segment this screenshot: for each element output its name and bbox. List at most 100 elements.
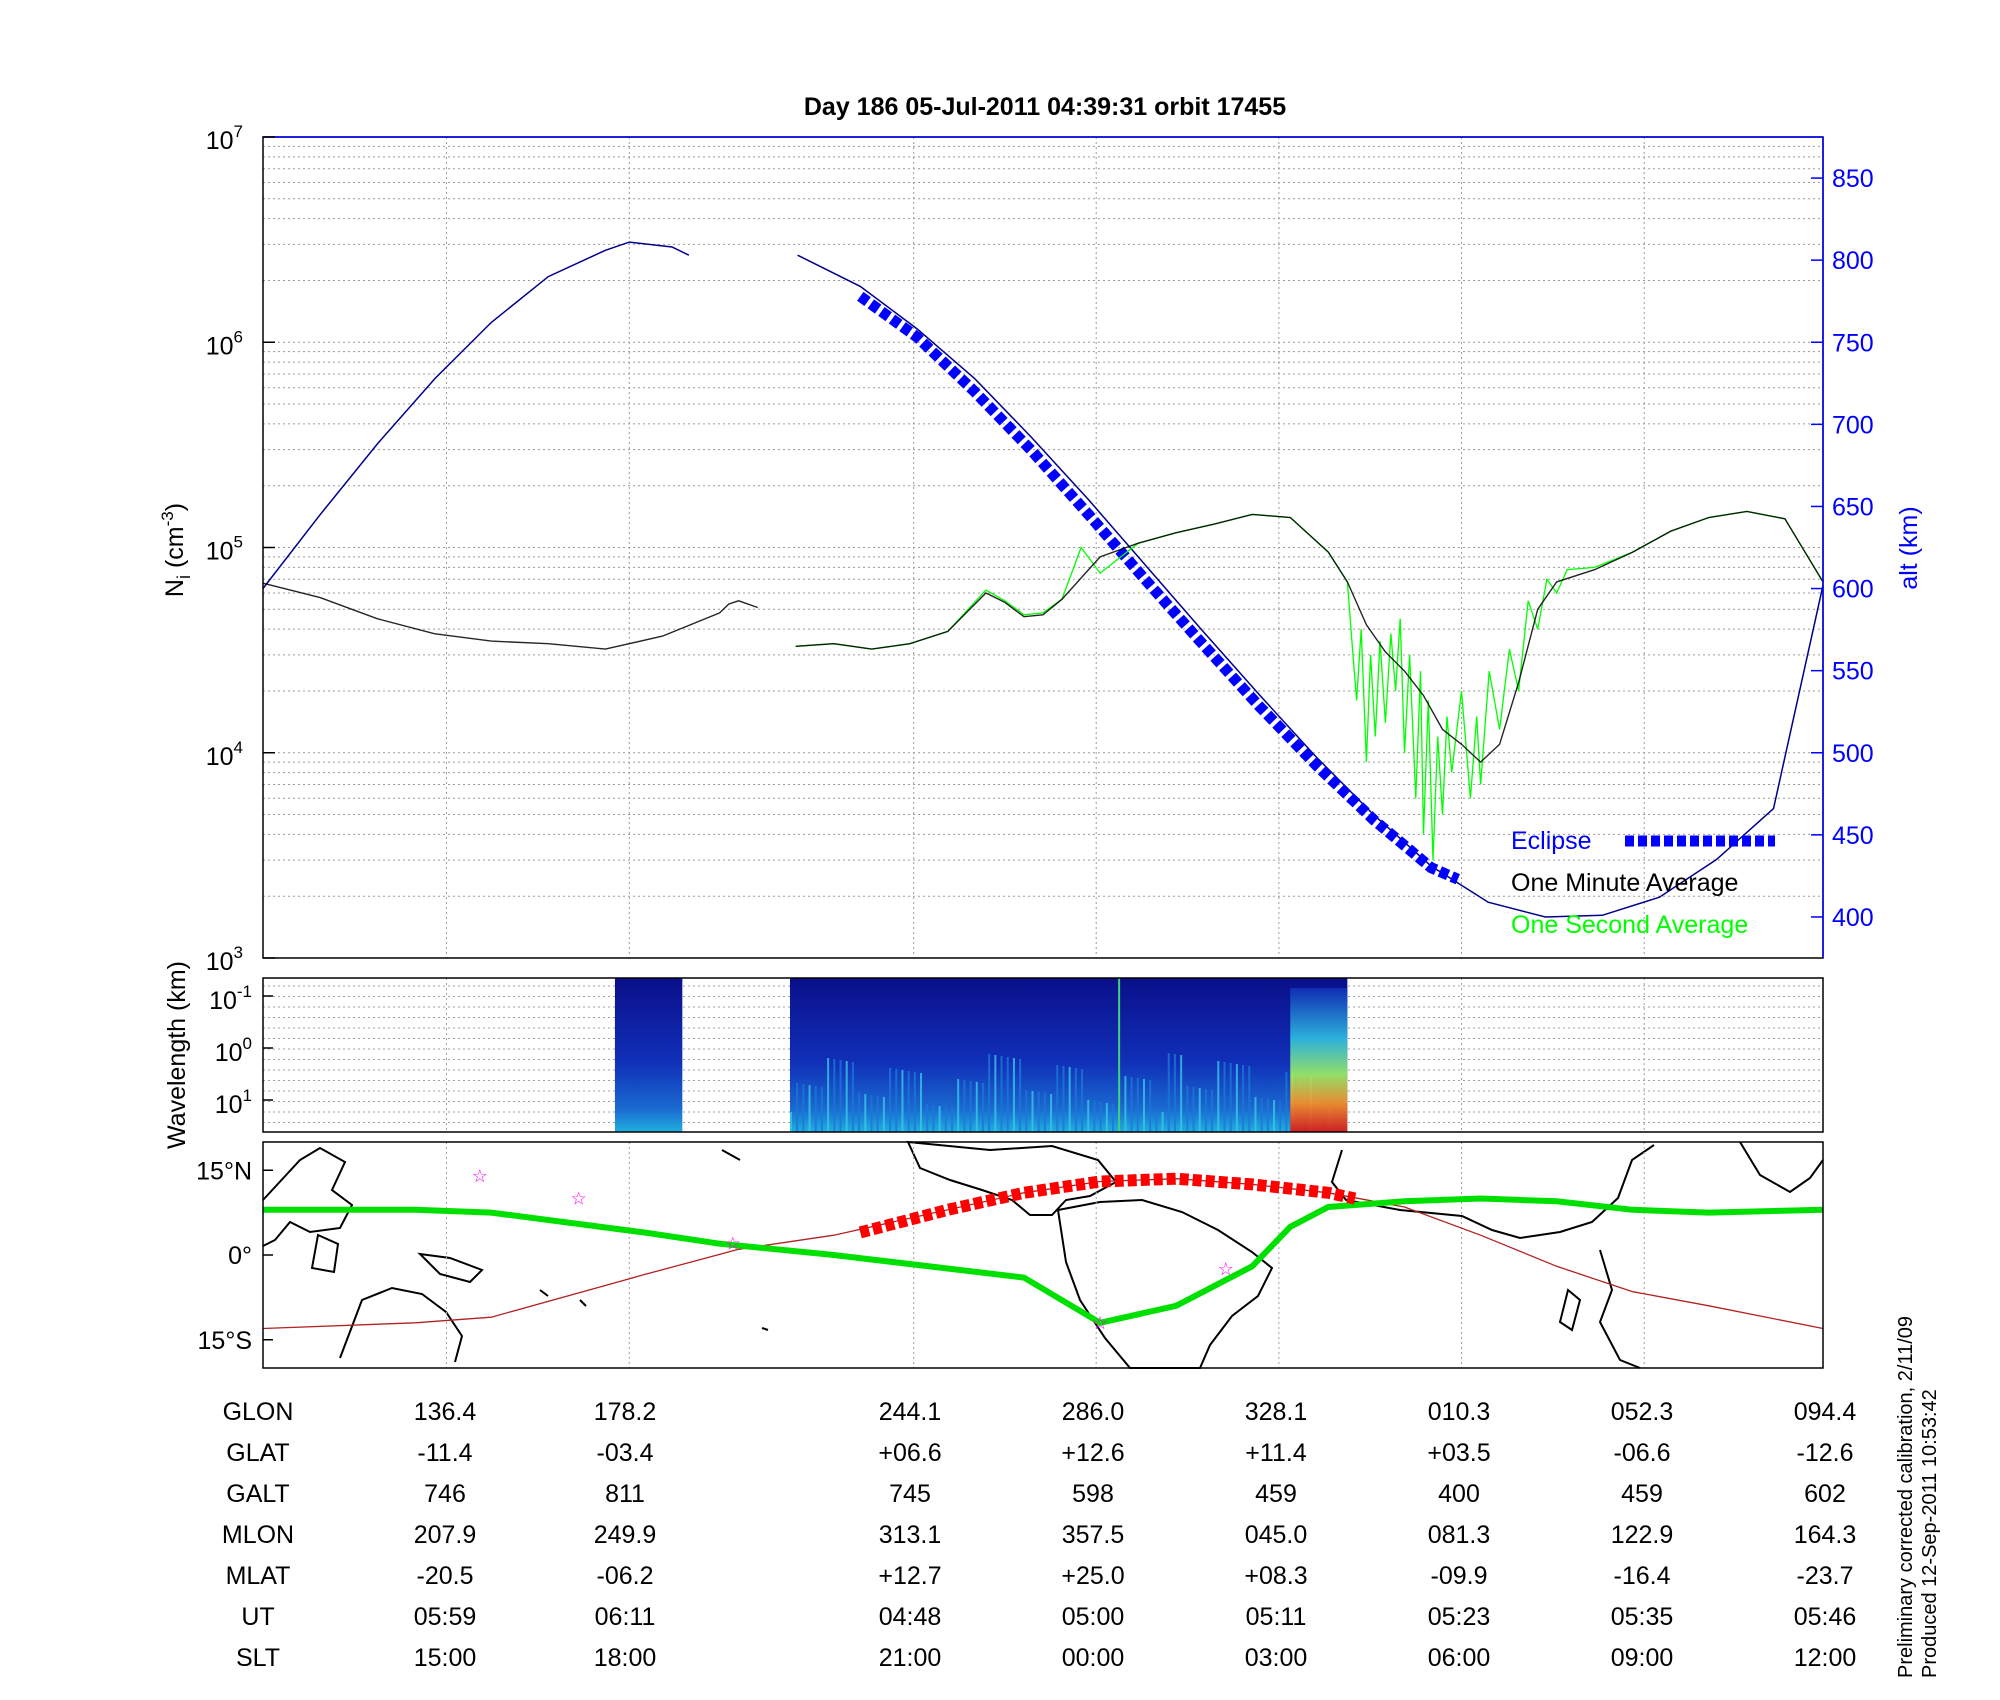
ephemeris-cell: 045.0 — [1245, 1521, 1308, 1549]
density-y-tick-label: 104 — [206, 738, 243, 771]
altitude-tick-label: 750 — [1832, 329, 1874, 357]
ephemeris-cell: -12.6 — [1797, 1439, 1854, 1467]
spectrogram-stripe — [1279, 1101, 1282, 1132]
spectrogram-stripe — [876, 1096, 879, 1132]
spectrogram-stripe — [889, 1068, 892, 1132]
ephemeris-row-label: UT — [241, 1603, 274, 1631]
ephemeris-cell: 746 — [424, 1480, 466, 1508]
ephemeris-row-label: GLAT — [226, 1439, 289, 1467]
continents — [262, 1140, 1824, 1369]
ephemeris-cell: 05:59 — [414, 1603, 477, 1631]
footnote-produced: Produced 12-Sep-2011 10:53:42 — [1919, 1389, 1941, 1678]
spectrogram-stripe — [963, 1080, 966, 1132]
spectrogram-stripe — [1012, 1058, 1015, 1132]
spectrogram-stripe — [1248, 1066, 1251, 1132]
spectrogram-stripe — [1050, 1094, 1053, 1132]
star-marker: ☆ — [571, 1189, 587, 1209]
track-panel: ☆ ☆ ☆ ☆ ☆ 15°N 0° 15°S — [196, 1140, 1824, 1369]
spectrogram-stripe — [1068, 1067, 1071, 1132]
ephemeris-cell: 313.1 — [879, 1521, 942, 1549]
spectrogram-stripe — [1099, 1102, 1102, 1132]
ephemeris-cell: 178.2 — [594, 1398, 657, 1426]
ephemeris-cell: 18:00 — [594, 1644, 657, 1672]
magnetic-equator-track — [263, 1195, 1824, 1326]
spectrogram-stripe — [944, 1107, 947, 1132]
spectrogram-stripe — [1056, 1065, 1059, 1132]
island-pacific — [539, 1149, 769, 1331]
ephemeris-cell: +25.0 — [1061, 1562, 1124, 1590]
spectrogram-stripe — [851, 1062, 854, 1132]
ephemeris-cell: 094.4 — [1794, 1398, 1857, 1426]
spectrogram-stripe — [1273, 1100, 1276, 1132]
ephemeris-cell: 21:00 — [879, 1644, 942, 1672]
spectrogram-stripe — [796, 1083, 799, 1132]
spectrogram-stripe — [802, 1084, 805, 1132]
density-panel: 103 104 105 106 107 400 450 500 550 600 650 700 750… — [158, 122, 1923, 976]
spectrogram-y-tick-label: 100 — [215, 1034, 252, 1067]
spectrogram-stripe — [1167, 1053, 1170, 1132]
ephemeris-cell: 207.9 — [414, 1521, 477, 1549]
ephemeris-cell: -09.9 — [1431, 1562, 1488, 1590]
spectrogram-stripe — [1105, 1103, 1108, 1132]
coastline-south-america — [1056, 1198, 1274, 1369]
spectrogram-stripe — [1242, 1065, 1245, 1132]
spectrogram-stripe — [901, 1070, 904, 1132]
density-y-tick-label: 107 — [206, 122, 243, 155]
ephemeris-cell: +12.7 — [878, 1562, 941, 1590]
spectrogram-stripe — [913, 1072, 916, 1132]
ephemeris-cell: -11.4 — [417, 1439, 472, 1467]
track-lines: ☆ ☆ ☆ ☆ ☆ — [262, 1166, 1824, 1333]
spectrogram-stripe — [1254, 1097, 1257, 1132]
ephemeris-cell: 05:11 — [1246, 1603, 1307, 1631]
spectrogram-stripe — [1211, 1090, 1214, 1132]
spectrogram-stripe — [1093, 1101, 1096, 1132]
density-y-tick-label: 103 — [206, 943, 243, 976]
spectrogram-stripe — [895, 1069, 898, 1132]
ephemeris-cell: 244.1 — [879, 1398, 942, 1426]
ephemeris-cell: +12.6 — [1061, 1439, 1124, 1467]
ephemeris-cell: +11.4 — [1245, 1439, 1306, 1467]
legend-eclipse-label: Eclipse — [1511, 827, 1592, 855]
spectrogram-stripe — [1155, 1111, 1158, 1132]
ephemeris-cell: -06.6 — [1614, 1439, 1671, 1467]
density-y-label: Ni (cm-3) — [158, 503, 194, 597]
spectrogram-stripe — [1149, 1080, 1152, 1132]
ephemeris-cell: 05:23 — [1428, 1603, 1491, 1631]
spectrogram-stripe — [808, 1085, 811, 1132]
ephemeris-row-label: MLON — [222, 1521, 294, 1549]
ephemeris-cell: 05:00 — [1062, 1603, 1125, 1631]
spectrogram-stripe — [1204, 1089, 1207, 1132]
ephemeris-cell: 249.9 — [594, 1521, 657, 1549]
spectrogram-stripe — [975, 1082, 978, 1132]
spectrogram-y-tick-label: 10-1 — [209, 982, 252, 1015]
coastline-east-africa — [1598, 1249, 1641, 1369]
coastline-new-guinea — [417, 1252, 484, 1284]
spectrogram-stripe — [926, 1104, 929, 1132]
ephemeris-row-label: GLON — [223, 1398, 294, 1426]
eclipse-line — [857, 291, 1460, 885]
ephemeris-cell: 03:00 — [1245, 1644, 1308, 1672]
ephemeris-table: GLON 136.4 178.2 244.1 286.0 328.1 010.3 052.3 0… — [222, 1398, 1856, 1672]
spectrogram-stripe — [1000, 1056, 1003, 1132]
spectrogram-stripe — [845, 1061, 848, 1132]
altitude-tick-label: 500 — [1832, 740, 1874, 768]
spectrogram-stripe — [820, 1087, 823, 1132]
coastline-africa — [1330, 1144, 1655, 1240]
ephemeris-cell: 459 — [1621, 1480, 1663, 1508]
ephemeris-cell: -23.7 — [1797, 1562, 1854, 1590]
chart-title: Day 186 05-Jul-2011 04:39:31 orbit 17455 — [804, 93, 1286, 121]
spectrogram-stripe — [988, 1054, 991, 1132]
ephemeris-cell: -06.2 — [597, 1562, 654, 1590]
spectrogram-stripe — [1217, 1061, 1220, 1132]
spectrogram-stripe — [1006, 1057, 1009, 1132]
spectrogram-stripe — [907, 1071, 910, 1132]
altitude-tick-label: 850 — [1832, 165, 1874, 193]
altitude-ticks: 400 450 500 550 600 650 700 750 800 850 — [1811, 165, 1874, 932]
ephemeris-cell: -03.4 — [597, 1439, 654, 1467]
spectrogram-stripe — [938, 1106, 941, 1132]
spectrogram-y-label: Wavelength (km) — [163, 961, 191, 1149]
track-grid — [445, 1142, 1645, 1368]
altitude-tick-label: 800 — [1832, 247, 1874, 275]
ephemeris-cell: 010.3 — [1428, 1398, 1491, 1426]
